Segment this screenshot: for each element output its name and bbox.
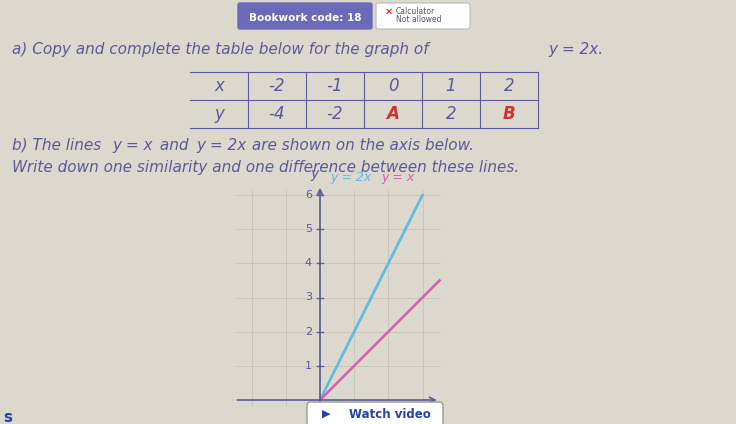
Text: and: and [155,138,194,153]
Text: 5: 5 [305,224,312,234]
Text: y = 2x: y = 2x [196,138,247,153]
Text: 2: 2 [305,326,312,337]
Text: Not allowed: Not allowed [396,16,442,25]
Text: ✕: ✕ [385,7,393,17]
Text: 6: 6 [305,190,312,200]
Text: a) Copy and complete the table below for the graph of: a) Copy and complete the table below for… [12,42,434,57]
Text: 1: 1 [446,77,456,95]
Text: -2: -2 [327,105,343,123]
Text: y = x: y = x [381,171,415,184]
Text: Write down one similarity and one difference between these lines.: Write down one similarity and one differ… [12,160,520,175]
Text: y: y [310,167,318,181]
Text: are shown on the axis below.: are shown on the axis below. [247,138,474,153]
Text: 0: 0 [388,77,398,95]
Text: B: B [503,105,515,123]
Text: A: A [386,105,400,123]
FancyBboxPatch shape [376,3,470,29]
Text: 3: 3 [305,293,312,302]
Text: y: y [214,105,224,123]
Text: y = x: y = x [112,138,152,153]
Text: y = 2x: y = 2x [330,171,372,184]
Text: Watch video: Watch video [349,407,431,421]
Text: -2: -2 [269,77,286,95]
Text: y = 2x.: y = 2x. [548,42,603,57]
Text: -1: -1 [327,77,343,95]
Text: Bookwork code: 18: Bookwork code: 18 [249,13,361,23]
FancyBboxPatch shape [238,3,372,29]
Text: 4: 4 [305,258,312,268]
Text: Calculator: Calculator [396,6,435,16]
Text: 2: 2 [446,105,456,123]
Text: b) The lines: b) The lines [12,138,106,153]
Text: s: s [4,410,13,424]
Text: -4: -4 [269,105,286,123]
Text: x: x [214,77,224,95]
Text: ▶: ▶ [322,409,330,419]
Text: 1: 1 [305,361,312,371]
FancyBboxPatch shape [307,402,443,424]
Text: 2: 2 [503,77,514,95]
